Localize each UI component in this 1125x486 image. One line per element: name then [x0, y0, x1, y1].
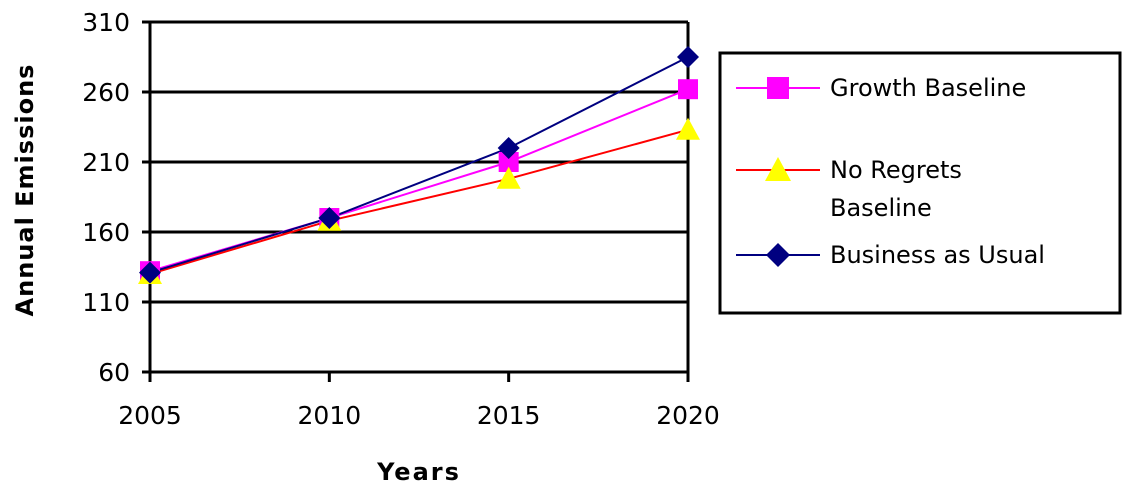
x-tick-label: 2010	[298, 401, 362, 430]
series-line	[149, 88, 689, 273]
data-point	[677, 46, 699, 68]
legend-label: Growth Baseline	[830, 74, 1026, 102]
legend-marker	[765, 157, 791, 181]
y-tick-label: 110	[82, 288, 130, 317]
data-point	[496, 166, 521, 189]
y-tick-label: 260	[82, 78, 130, 107]
y-tick-label: 210	[82, 148, 130, 177]
legend-marker	[766, 243, 790, 267]
series-line	[149, 56, 689, 274]
x-tick-labels: 2005 2010 2015 2020	[118, 401, 720, 430]
data-point	[497, 137, 520, 159]
legend-label: No Regrets Baseline	[830, 156, 962, 222]
y-tick-label: 160	[82, 218, 130, 247]
data-point	[139, 261, 161, 284]
legend-marker	[767, 77, 789, 99]
series-line	[149, 128, 689, 275]
data-point	[678, 79, 698, 100]
legend: Growth Baseline No Regrets Baseline Busines…	[718, 51, 1122, 315]
x-tick-label: 2015	[477, 401, 541, 430]
y-tick-label: 60	[98, 358, 130, 387]
series-lines	[149, 56, 689, 275]
legend-label: Business as Usual	[830, 241, 1045, 269]
x-axis-title: Years	[376, 458, 461, 486]
series-markers	[138, 46, 700, 284]
x-tick-label: 2020	[656, 401, 720, 430]
y-tick-label: 310	[82, 8, 130, 37]
data-point	[498, 152, 519, 172]
data-point	[676, 117, 700, 140]
axes	[148, 22, 690, 374]
y-axis-title: Annual Emissions	[11, 64, 39, 317]
y-tick-labels: 310 260 210 160 110 60	[82, 8, 130, 387]
data-point	[318, 207, 341, 229]
x-tick-label: 2005	[118, 401, 182, 430]
grid-lines	[142, 20, 690, 382]
